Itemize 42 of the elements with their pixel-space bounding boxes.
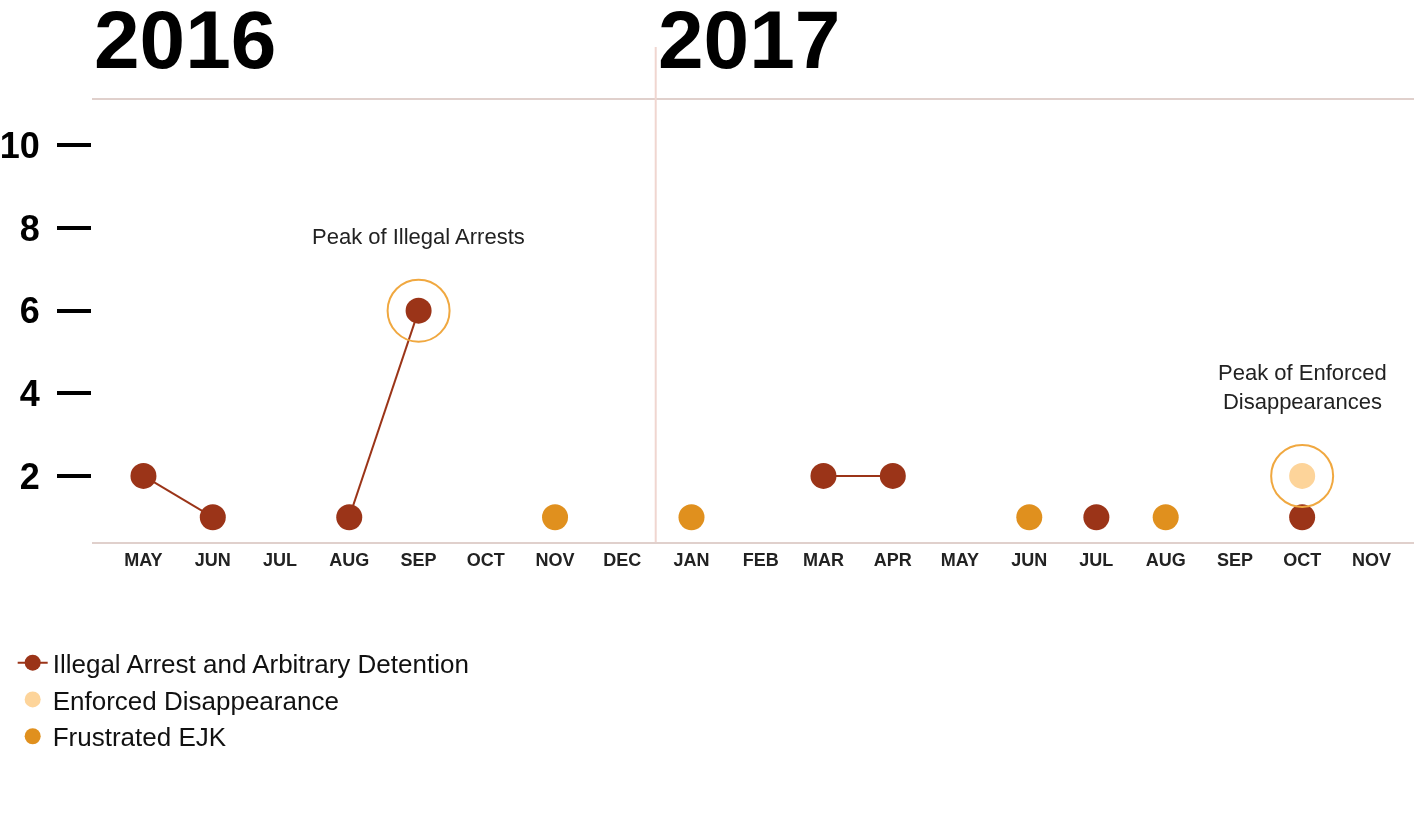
y-tick-label: 10 (0, 125, 40, 167)
legend-label: Illegal Arrest and Arbitrary Detention (52, 648, 469, 679)
x-tick-label: OCT (466, 549, 505, 570)
x-tick-label: NOV (1351, 549, 1392, 570)
y-tick-label: 6 (19, 290, 40, 332)
x-tick-label: SEP (400, 549, 437, 570)
point (1289, 504, 1316, 531)
x-tick-label: NOV (535, 549, 575, 570)
x-tick-label: JUL (262, 549, 297, 570)
x-tick-label: AUG (329, 549, 370, 570)
point (810, 462, 837, 489)
x-tick-label: JUN (1011, 549, 1048, 570)
y-tick-label: 4 (19, 372, 40, 414)
point (1152, 504, 1179, 531)
text: 2016 (94, 0, 277, 85)
x-tick-label: FEB (742, 549, 779, 570)
x-tick-label: MAR (802, 549, 844, 570)
annotation: Peak of Illegal Arrests (312, 224, 525, 249)
x-tick-label: JUN (194, 549, 231, 570)
y-tick-label: 2 (19, 455, 40, 497)
point (678, 504, 705, 531)
y-tick-label: 8 (19, 207, 40, 249)
x-tick-label: MAY (940, 549, 980, 570)
x-tick-label: OCT (1283, 549, 1322, 570)
x-tick-label: APR (873, 549, 912, 570)
point (542, 504, 569, 531)
x-tick-label: JUL (1079, 549, 1114, 570)
x-tick-label: DEC (603, 549, 642, 570)
annotation: Peak of Enforced Disappearances (1218, 360, 1387, 414)
x-tick-label: MAY (124, 549, 163, 570)
legend-label: Frustrated EJK (52, 722, 227, 753)
point (336, 504, 363, 531)
point (879, 462, 906, 489)
point (199, 504, 226, 531)
x-tick-label: SEP (1217, 549, 1254, 570)
legend-label: Enforced Disappearance (52, 685, 339, 716)
point (130, 462, 157, 489)
x-tick-label: AUG (1145, 549, 1186, 570)
point (1083, 504, 1110, 531)
x-tick-label: JAN (673, 549, 710, 570)
point (1016, 504, 1043, 531)
text: 2017 (658, 0, 841, 85)
